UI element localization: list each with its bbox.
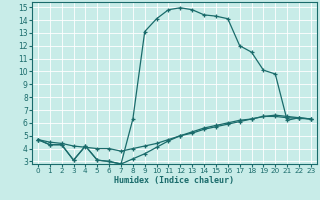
X-axis label: Humidex (Indice chaleur): Humidex (Indice chaleur) bbox=[115, 176, 234, 185]
